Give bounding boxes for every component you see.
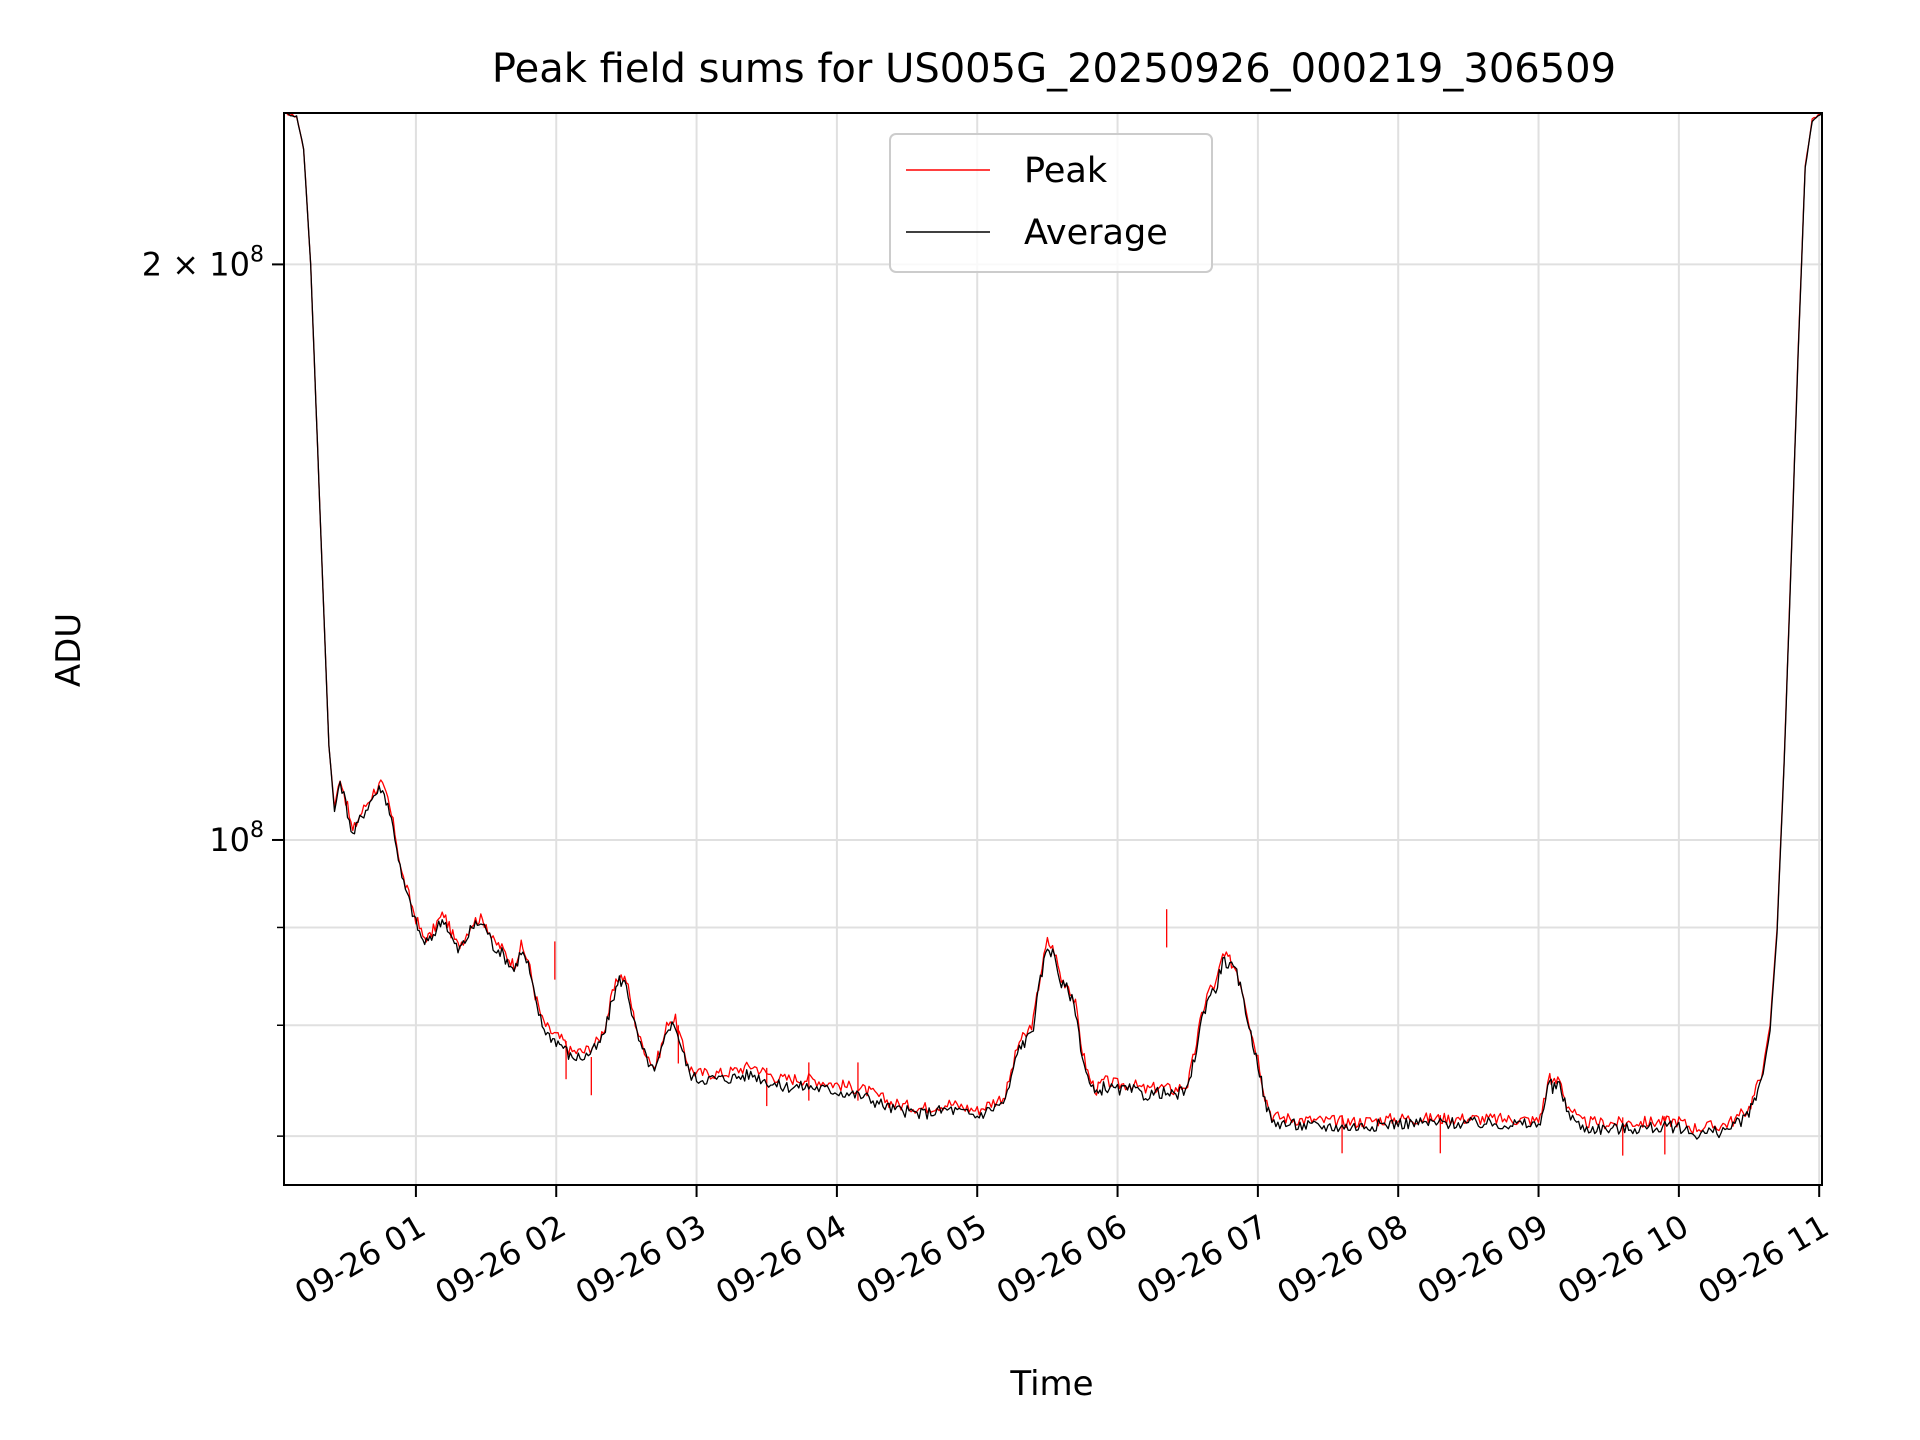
series-line-average [284, 113, 1822, 1140]
y-tick-label: 108 [209, 818, 264, 859]
y-axis-label: ADU [49, 613, 89, 687]
legend-box [889, 133, 1213, 273]
y-tick-label: 2 × 108 [142, 242, 264, 283]
legend: Peak Average [889, 133, 1213, 273]
legend-label-average: Average [1024, 213, 1168, 253]
chart-title: Peak field sums for US005G_20250926_0002… [492, 46, 1616, 92]
plot-frame [283, 112, 1823, 1186]
series-layer [284, 113, 1822, 1156]
series-line-peak [284, 113, 1822, 1135]
x-axis-label: Time [1009, 1364, 1093, 1404]
grid-lines [284, 113, 1822, 1185]
legend-label-peak: Peak [1024, 151, 1108, 191]
y-axis: 108 2 × 108 [142, 242, 284, 1137]
